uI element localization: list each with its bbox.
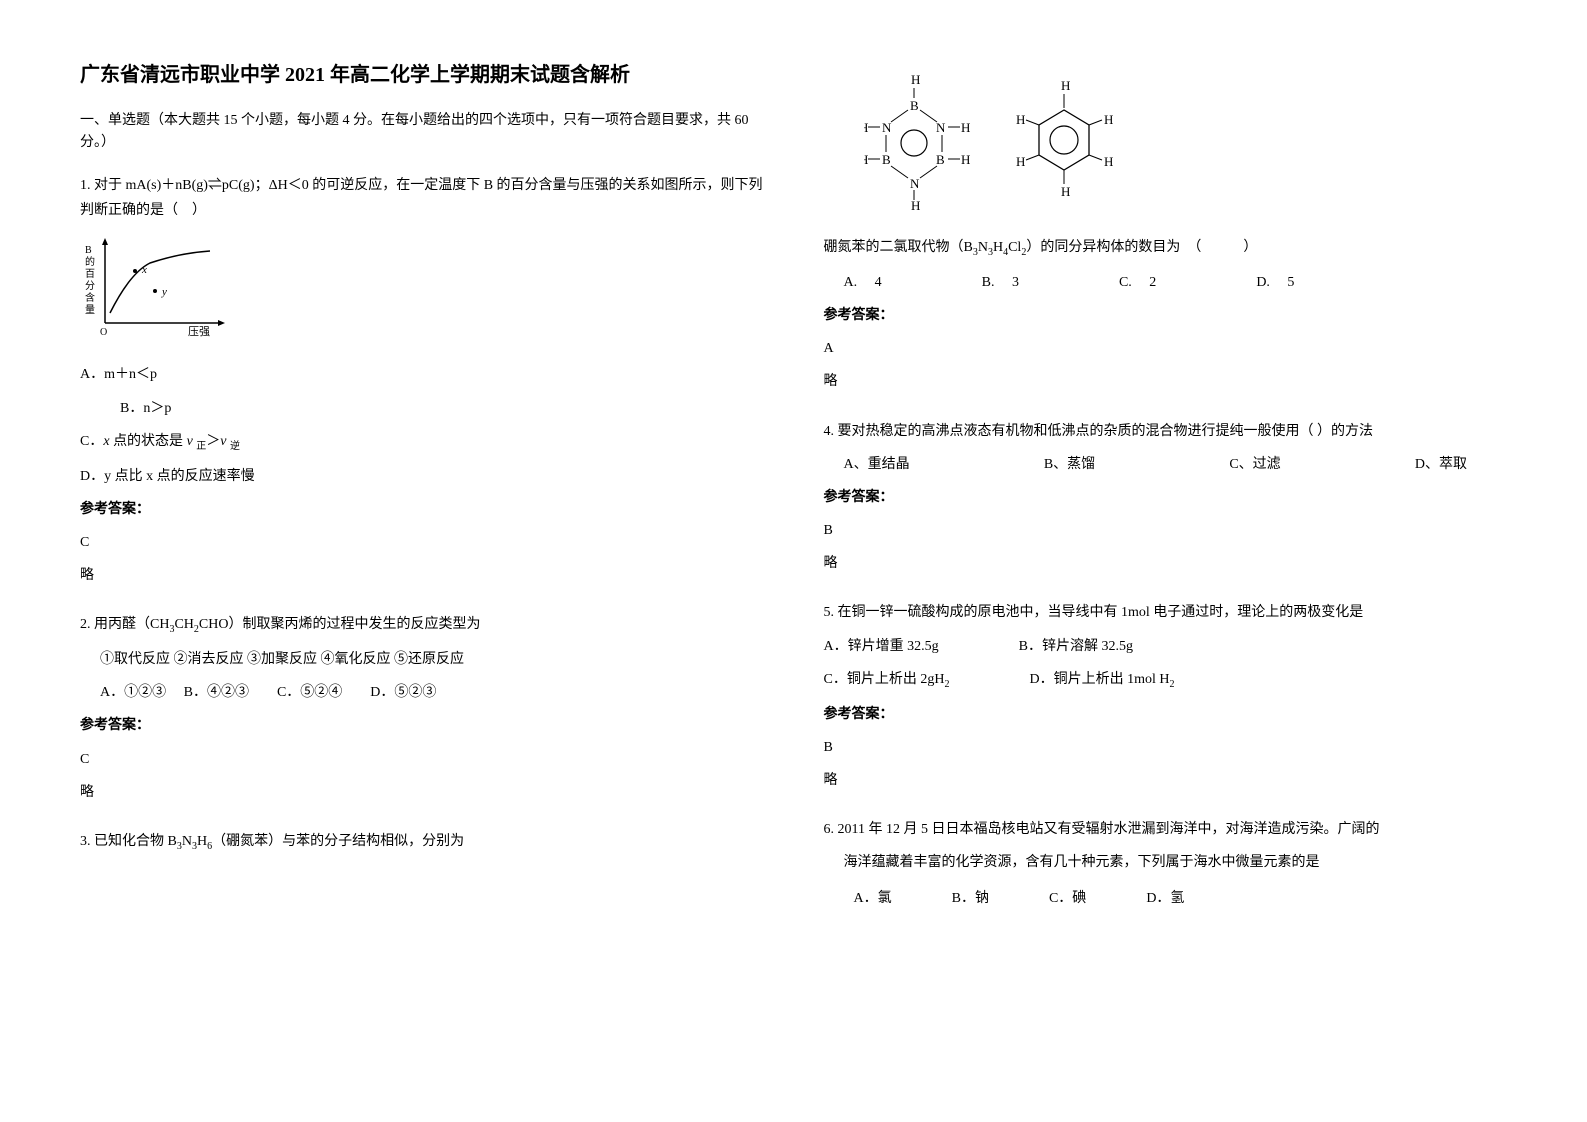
document-title: 广东省清远市职业中学 2021 年高二化学上学期期末试题含解析 xyxy=(80,60,764,90)
atom-b-bl: B xyxy=(882,152,891,167)
atom-n-tl: N xyxy=(882,120,892,135)
q1-option-c: C．x 点的状态是 v 正＞v 逆 xyxy=(80,429,764,456)
question-3-cont: 硼氮苯的二氯取代物（B3N3H4Cl2）的同分异构体的数目为 （ ） A. 4 … xyxy=(824,235,1508,403)
benz-h-tl: H xyxy=(1016,112,1025,127)
atom-h-bl: H xyxy=(864,152,868,167)
q3-option-c: C. 2 xyxy=(1119,270,1156,295)
q3-answer: A xyxy=(824,336,1508,361)
q6-text-line2: 海洋蕴藏着丰富的化学资源，含有几十种元素，下列属于海水中微量元素的是 xyxy=(844,850,1508,875)
atom-h-br: H xyxy=(961,152,970,167)
q3-text: 3. 已知化合物 B3N3H6（硼氮苯）与苯的分子结构相似，分别为 xyxy=(80,829,764,856)
q1-option-d: D．y 点比 x 点的反应速率慢 xyxy=(80,464,764,489)
y-axis-label-3: 百 xyxy=(85,268,95,280)
q6-option-b: B．钠 xyxy=(952,886,989,911)
q4-omit: 略 xyxy=(824,551,1508,576)
origin-label: O xyxy=(100,327,107,338)
q2-answer-label: 参考答案： xyxy=(80,713,764,738)
q5-text: 5. 在铜一锌一硫酸构成的原电池中，当导线中有 1mol 电子通过时，理论上的两… xyxy=(824,600,1508,625)
q5-option-a: A．锌片增重 32.5g xyxy=(824,634,939,659)
q4-text: 4. 要对热稳定的高沸点液态有机物和低沸点的杂质的混合物进行提纯一般使用（ ）的… xyxy=(824,419,1508,444)
benz-h-br: H xyxy=(1104,154,1113,169)
q1-option-a: A．m＋n＜p xyxy=(80,362,764,387)
atom-n-tr: N xyxy=(936,120,946,135)
question-2: 2. 用丙醛（CH3CH2CHO）制取聚丙烯的过程中发生的反应类型为 ①取代反应… xyxy=(80,612,764,813)
q3-subtext: 硼氮苯的二氯取代物（B3N3H4Cl2）的同分异构体的数目为 （ ） xyxy=(824,235,1508,262)
y-axis-label-4: 分 xyxy=(85,280,95,292)
q4-answer: B xyxy=(824,518,1508,543)
q1-omit: 略 xyxy=(80,563,764,588)
q3-option-a: A. 4 xyxy=(844,270,882,295)
q6-text-line1: 6. 2011 年 12 月 5 日日本福岛核电站又有受辐射水泄漏到海洋中，对海… xyxy=(824,817,1508,842)
q3-option-b: B. 3 xyxy=(982,270,1019,295)
q5-options-row2: C．铜片上析出 2gH2 D．铜片上析出 1mol H2 xyxy=(824,667,1508,694)
q4-options: A、重结晶 B、蒸馏 C、过滤 D、萃取 xyxy=(824,452,1508,477)
section-header: 一、单选题（本大题共 15 个小题，每小题 4 分。在每小题给出的四个选项中，只… xyxy=(80,110,764,155)
atom-h-tl: H xyxy=(864,120,868,135)
q2-options: A．①②③ B．④②③ C．⑤②④ D．⑤②③ xyxy=(100,680,764,705)
q1-text: 1. 对于 mA(s)＋nB(g)⇌pC(g)；ΔH＜0 的可逆反应，在一定温度… xyxy=(80,173,764,223)
q1-graph-svg: x y B 的 百 分 含 量 O 压强 xyxy=(80,233,230,343)
q5-option-c: C．铜片上析出 2gH2 xyxy=(824,667,950,694)
y-axis-label-5: 含 xyxy=(85,291,95,304)
right-column: H B N N H H B B H H N H xyxy=(824,60,1508,1062)
q3-omit: 略 xyxy=(824,369,1508,394)
q6-option-a: A．氯 xyxy=(854,886,892,911)
q5-option-b: B．锌片溶解 32.5g xyxy=(1019,634,1133,659)
q6-option-d: D．氢 xyxy=(1146,886,1184,911)
q5-option-d: D．铜片上析出 1mol H2 xyxy=(1029,667,1174,694)
q4-answer-label: 参考答案： xyxy=(824,485,1508,510)
question-5: 5. 在铜一锌一硫酸构成的原电池中，当导线中有 1mol 电子通过时，理论上的两… xyxy=(824,600,1508,801)
q4-option-c: C、过滤 xyxy=(1229,452,1280,477)
x-axis-label: 压强 xyxy=(188,325,210,338)
q1-answer-label: 参考答案： xyxy=(80,497,764,522)
q3-answer-label: 参考答案： xyxy=(824,303,1508,328)
atom-h-top: H xyxy=(911,72,920,87)
y-axis-label-1: B xyxy=(85,245,92,256)
benz-h-bl: H xyxy=(1016,154,1025,169)
benz-h-bottom: H xyxy=(1061,184,1070,199)
q3-option-d: D. 5 xyxy=(1256,270,1294,295)
question-6: 6. 2011 年 12 月 5 日日本福岛核电站又有受辐射水泄漏到海洋中，对海… xyxy=(824,817,1508,911)
atom-n-bottom: N xyxy=(910,176,920,191)
atom-b-br: B xyxy=(936,152,945,167)
point-x-label: x xyxy=(141,264,147,276)
q4-option-d: D、萃取 xyxy=(1415,452,1467,477)
q2-answer: C xyxy=(80,747,764,772)
q5-options-row1: A．锌片增重 32.5g B．锌片溶解 32.5g xyxy=(824,634,1508,659)
question-1: 1. 对于 mA(s)＋nB(g)⇌pC(g)；ΔH＜0 的可逆反应，在一定温度… xyxy=(80,173,764,596)
benz-h-tr: H xyxy=(1104,112,1113,127)
q3-molecule-diagram: H B N N H H B B H H N H xyxy=(864,70,1508,215)
question-3-start: 3. 已知化合物 B3N3H6（硼氮苯）与苯的分子结构相似，分别为 xyxy=(80,829,764,864)
q2-text: 2. 用丙醛（CH3CH2CHO）制取聚丙烯的过程中发生的反应类型为 xyxy=(80,612,764,639)
benz-h-top: H xyxy=(1061,78,1070,93)
q5-answer-label: 参考答案： xyxy=(824,702,1508,727)
q2-items: ①取代反应 ②消去反应 ③加聚反应 ④氧化反应 ⑤还原反应 xyxy=(100,647,764,672)
q1-answer: C xyxy=(80,530,764,555)
q6-option-c: C．碘 xyxy=(1049,886,1086,911)
q1-graph: x y B 的 百 分 含 量 O 压强 xyxy=(80,233,764,352)
question-4: 4. 要对热稳定的高沸点液态有机物和低沸点的杂质的混合物进行提纯一般使用（ ）的… xyxy=(824,419,1508,585)
atom-b-top: B xyxy=(910,98,919,113)
molecule-svg: H B N N H H B B H H N H xyxy=(864,70,1144,210)
q4-option-a: A、重结晶 xyxy=(844,452,910,477)
q5-answer: B xyxy=(824,735,1508,760)
q6-options: A．氯 B．钠 C．碘 D．氢 xyxy=(854,886,1508,911)
q2-omit: 略 xyxy=(80,780,764,805)
atom-h-bottom: H xyxy=(911,198,920,210)
left-column: 广东省清远市职业中学 2021 年高二化学上学期期末试题含解析 一、单选题（本大… xyxy=(80,60,764,1062)
y-axis-label-6: 量 xyxy=(85,304,95,316)
atom-h-tr: H xyxy=(961,120,970,135)
q1-option-b: B．n＞p xyxy=(120,396,764,421)
q5-omit: 略 xyxy=(824,768,1508,793)
q4-option-b: B、蒸馏 xyxy=(1044,452,1095,477)
q3-options: A. 4 B. 3 C. 2 D. 5 xyxy=(844,270,1508,295)
y-axis-label-2: 的 xyxy=(85,255,95,268)
point-y-label: y xyxy=(161,286,167,298)
